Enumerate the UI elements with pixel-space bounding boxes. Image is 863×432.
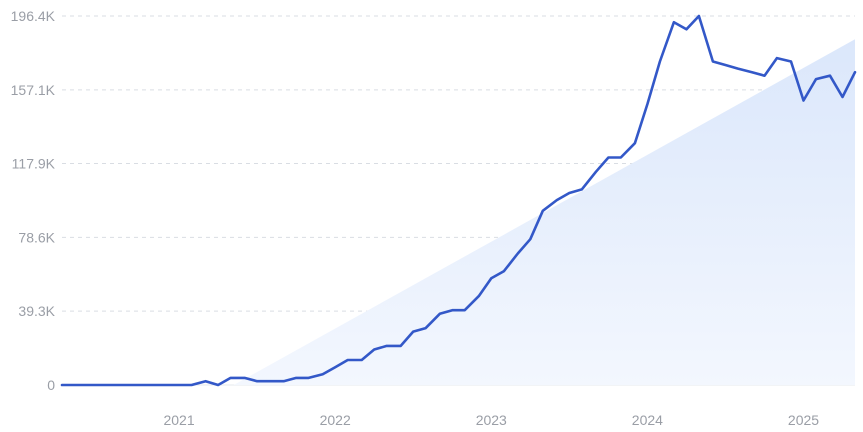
x-tick-label: 2025 <box>788 412 819 428</box>
y-tick-label: 0 <box>47 377 55 393</box>
y-tick-label: 196.4K <box>11 8 56 24</box>
series-layer <box>60 14 857 387</box>
y-axis-ticks: 0 39.3K 78.6K 117.9K 157.1K 196.4K <box>11 8 56 393</box>
y-tick-label: 39.3K <box>18 303 55 319</box>
y-tick-label: 78.6K <box>18 229 55 245</box>
x-tick-label: 2023 <box>476 412 507 428</box>
y-tick-label: 157.1K <box>11 82 56 98</box>
x-tick-label: 2024 <box>632 412 663 428</box>
trend-area-shape <box>233 39 856 385</box>
x-axis-ticks: 2021 2022 2023 2024 2025 <box>163 412 819 428</box>
x-tick-label: 2022 <box>320 412 351 428</box>
x-tick-label: 2021 <box>163 412 194 428</box>
y-tick-label: 117.9K <box>12 155 56 171</box>
series-line <box>60 14 857 387</box>
trend-area <box>233 39 856 385</box>
